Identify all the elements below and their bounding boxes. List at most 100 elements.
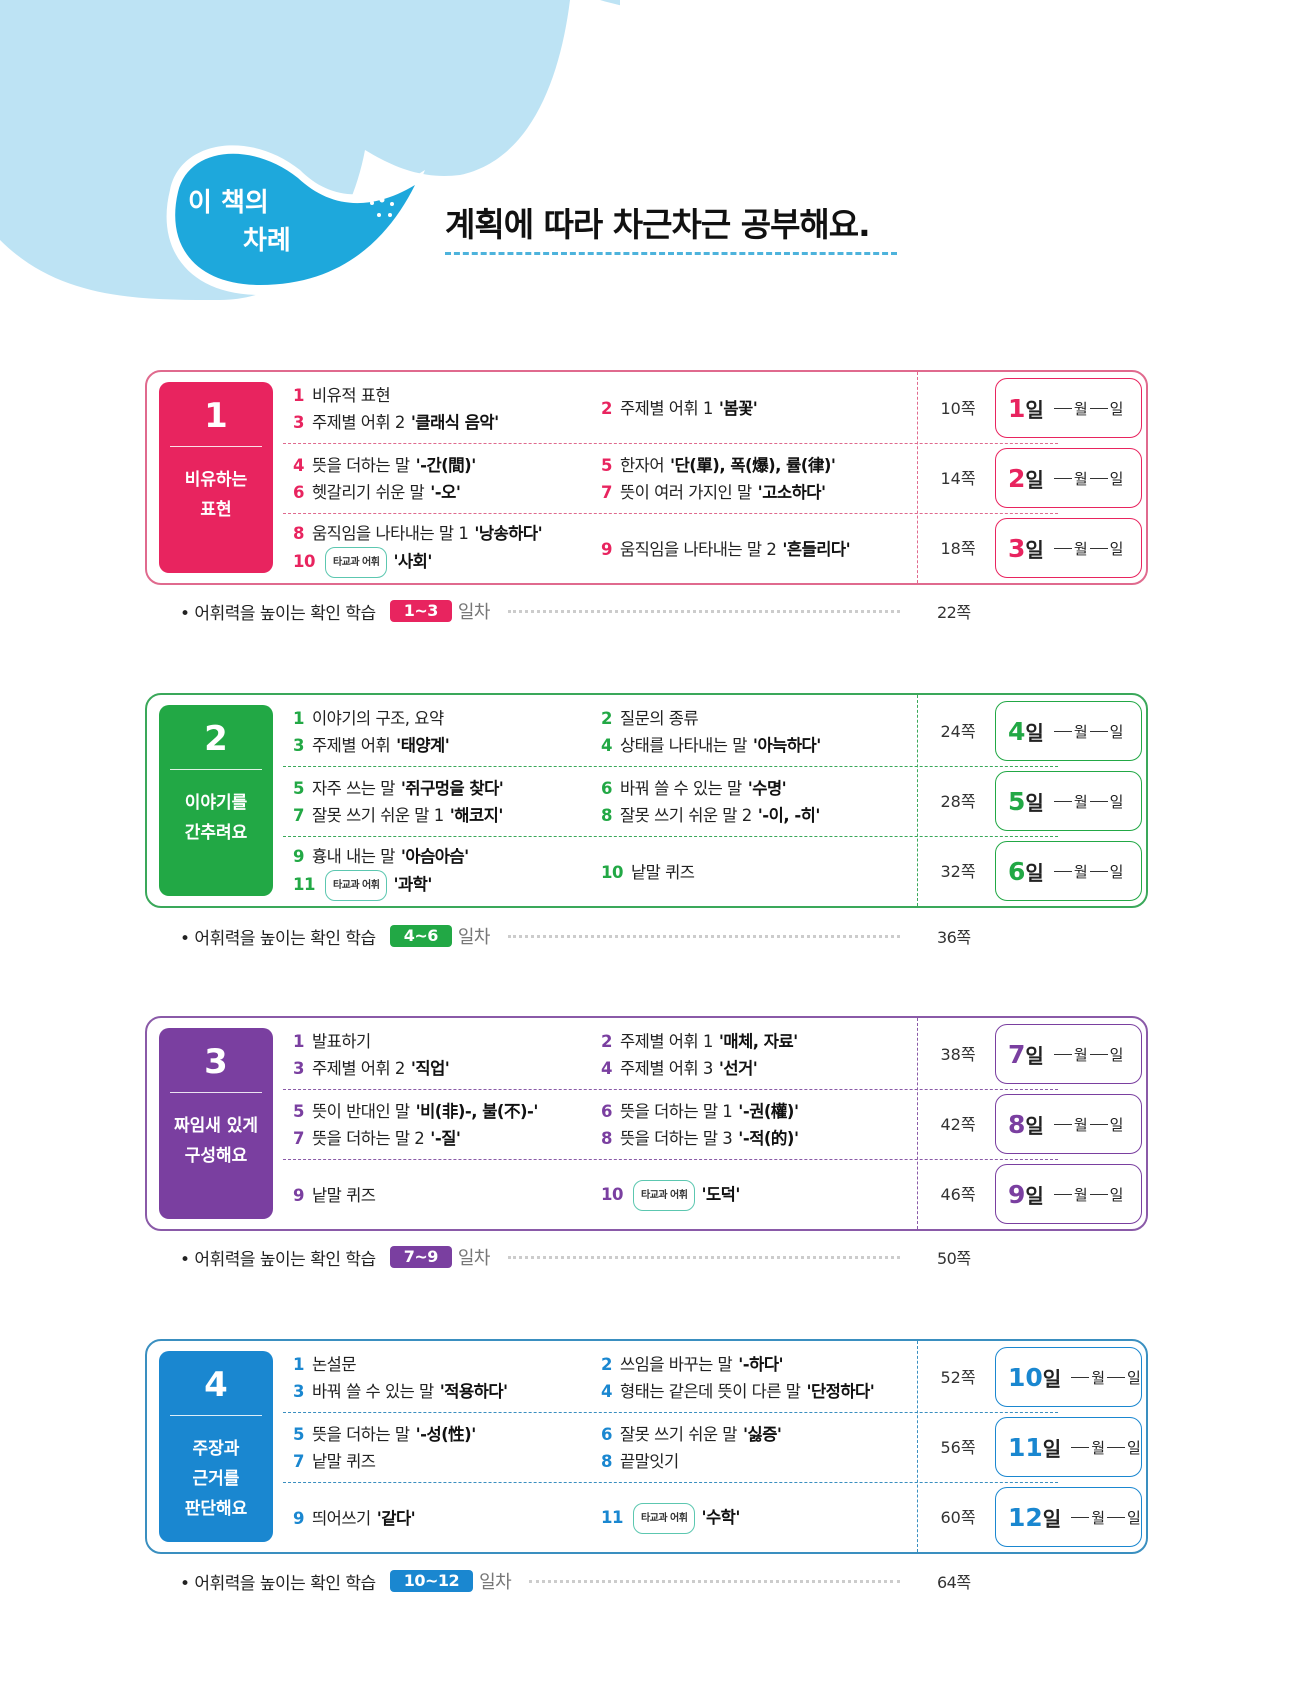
lesson-item[interactable]: 7 낱말 퀴즈 — [293, 1448, 598, 1475]
date-blank[interactable] — [1089, 547, 1108, 549]
date-blank[interactable] — [1089, 407, 1108, 409]
study-day-box[interactable]: 12 일 월 일 — [995, 1487, 1142, 1547]
date-blank[interactable] — [1107, 1446, 1126, 1448]
study-day-box[interactable]: 11 일 월 일 — [995, 1417, 1142, 1477]
lesson-item[interactable]: 3 주제별 어휘 '태양계' — [293, 732, 598, 759]
lesson-item[interactable]: 9 흉내 내는 말 '아슴아슴' — [293, 843, 598, 870]
page-number: 28쪽 — [940, 792, 976, 811]
page-column-divider — [917, 372, 918, 583]
lesson-item[interactable]: 5 자주 쓰는 말 '쥐구멍을 찾다' — [293, 775, 598, 802]
month-blank[interactable] — [1053, 1053, 1072, 1055]
month-blank[interactable] — [1071, 1446, 1090, 1448]
lesson-item[interactable]: 11 타교과 어휘 '과학' — [293, 870, 598, 901]
lesson-item[interactable]: 2 쓰임을 바꾸는 말 '-하다' — [601, 1351, 917, 1378]
lesson-item[interactable]: 1 비유적 표현 — [293, 382, 598, 409]
review-summary[interactable]: • 어휘력을 높이는 확인 학습 4~6 일차 36쪽 — [180, 921, 1000, 951]
month-blank[interactable] — [1071, 1516, 1090, 1518]
month-blank[interactable] — [1053, 870, 1072, 872]
month-blank[interactable] — [1053, 407, 1072, 409]
date-blank[interactable] — [1089, 730, 1108, 732]
date-blank[interactable] — [1089, 1123, 1108, 1125]
lesson-number: 4 — [601, 1058, 612, 1078]
date-blank[interactable] — [1089, 1193, 1108, 1195]
lesson-item[interactable]: 1 논설문 — [293, 1351, 598, 1378]
month-label: 월 — [1073, 862, 1088, 881]
date-blank[interactable] — [1107, 1516, 1126, 1518]
month-blank[interactable] — [1053, 1123, 1072, 1125]
lesson-item[interactable]: 3 주제별 어휘 2 '클래식 음악' — [293, 409, 598, 436]
lesson-item[interactable]: 8 뜻을 더하는 말 3 '-적(的)' — [601, 1125, 917, 1152]
date-blank[interactable] — [1089, 870, 1108, 872]
lesson-column-right: 10 낱말 퀴즈 — [601, 837, 917, 907]
lesson-item[interactable]: 10 타교과 어휘 '사회' — [293, 547, 598, 578]
month-blank[interactable] — [1053, 1193, 1072, 1195]
lesson-item[interactable]: 5 뜻이 반대인 말 '비(非)-, 불(不)-' — [293, 1098, 598, 1125]
lesson-number: 6 — [601, 1101, 612, 1121]
lesson-item[interactable]: 4 뜻을 더하는 말 '-간(間)' — [293, 452, 598, 479]
lesson-row: 9 띄어쓰기 '같다' 11 타교과 어휘 '수학' 60쪽 — [283, 1483, 1058, 1553]
date-blank[interactable] — [1107, 1376, 1126, 1378]
month-blank[interactable] — [1053, 477, 1072, 479]
lesson-item[interactable]: 4 주제별 어휘 3 '선거' — [601, 1055, 917, 1082]
month-label: 월 — [1091, 1508, 1106, 1527]
lesson-item[interactable]: 11 타교과 어휘 '수학' — [601, 1502, 917, 1534]
date-label: 일 — [1109, 399, 1124, 418]
lesson-item[interactable]: 4 형태는 같은데 뜻이 다른 말 '단정하다' — [601, 1378, 917, 1405]
lesson-item[interactable]: 7 잘못 쓰기 쉬운 말 1 '해코지' — [293, 802, 598, 829]
month-blank[interactable] — [1053, 800, 1072, 802]
date-blank[interactable] — [1089, 800, 1108, 802]
lesson-item[interactable]: 10 낱말 퀴즈 — [601, 859, 917, 886]
lesson-item[interactable]: 9 띄어쓰기 '같다' — [293, 1505, 598, 1532]
day-number: 2 — [1008, 463, 1026, 493]
month-blank[interactable] — [1053, 547, 1072, 549]
month-label: 월 — [1073, 399, 1088, 418]
lesson-item[interactable]: 1 이야기의 구조, 요약 — [293, 705, 598, 732]
lesson-item[interactable]: 10 타교과 어휘 '도덕' — [601, 1179, 917, 1211]
lesson-item[interactable]: 1 발표하기 — [293, 1028, 598, 1055]
lesson-number: 1 — [293, 708, 304, 728]
lesson-item[interactable]: 5 한자어 '단(單), 폭(爆), 률(律)' — [601, 452, 917, 479]
month-blank[interactable] — [1071, 1376, 1090, 1378]
date-blank[interactable] — [1089, 477, 1108, 479]
review-summary[interactable]: • 어휘력을 높이는 확인 학습 1~3 일차 22쪽 — [180, 596, 1000, 626]
lesson-item[interactable]: 2 주제별 어휘 1 '봄꽃' — [601, 395, 917, 422]
lesson-item[interactable]: 6 바꿔 쓸 수 있는 말 '수명' — [601, 775, 917, 802]
date-blank[interactable] — [1089, 1053, 1108, 1055]
lesson-number: 3 — [293, 1381, 304, 1401]
date-label: 일 — [1109, 1045, 1124, 1064]
lesson-keyword: '-이, -히' — [757, 805, 821, 825]
lesson-item[interactable]: 8 움직임을 나타내는 말 1 '낭송하다' — [293, 520, 598, 547]
lesson-item[interactable]: 2 질문의 종류 — [601, 705, 917, 732]
lesson-item[interactable]: 9 낱말 퀴즈 — [293, 1182, 598, 1209]
lesson-item[interactable]: 6 뜻을 더하는 말 1 '-권(權)' — [601, 1098, 917, 1125]
study-day-box[interactable]: 10 일 월 일 — [995, 1347, 1142, 1407]
lesson-item[interactable]: 3 주제별 어휘 2 '직업' — [293, 1055, 598, 1082]
lesson-item[interactable]: 9 움직임을 나타내는 말 2 '흔들리다' — [601, 536, 917, 563]
page-number: 46쪽 — [940, 1185, 976, 1204]
lesson-title: 헷갈리기 쉬운 말 — [311, 482, 425, 502]
lesson-item[interactable]: 8 끝말잇기 — [601, 1448, 917, 1475]
lesson-number: 2 — [601, 708, 612, 728]
month-blank[interactable] — [1053, 730, 1072, 732]
lesson-item[interactable]: 6 헷갈리기 쉬운 말 '-오' — [293, 479, 598, 506]
lesson-item[interactable]: 3 바꿔 쓸 수 있는 말 '적용하다' — [293, 1378, 598, 1405]
lesson-item[interactable]: 7 뜻을 더하는 말 2 '-질' — [293, 1125, 598, 1152]
lesson-number: 6 — [601, 778, 612, 798]
review-summary[interactable]: • 어휘력을 높이는 확인 학습 10~12 일차 64쪽 — [180, 1566, 1000, 1596]
lesson-item[interactable]: 6 잘못 쓰기 쉬운 말 '싫증' — [601, 1421, 917, 1448]
lesson-item[interactable]: 5 뜻을 더하는 말 '-성(性)' — [293, 1421, 598, 1448]
lesson-item[interactable]: 8 잘못 쓰기 쉬운 말 2 '-이, -히' — [601, 802, 917, 829]
lesson-item[interactable]: 7 뜻이 여러 가지인 말 '고소하다' — [601, 479, 917, 506]
review-summary[interactable]: • 어휘력을 높이는 확인 학습 7~9 일차 50쪽 — [180, 1242, 1000, 1272]
lesson-item[interactable]: 2 주제별 어휘 1 '매체, 자료' — [601, 1028, 917, 1055]
lesson-item[interactable]: 4 상태를 나타내는 말 '아늑하다' — [601, 732, 917, 759]
